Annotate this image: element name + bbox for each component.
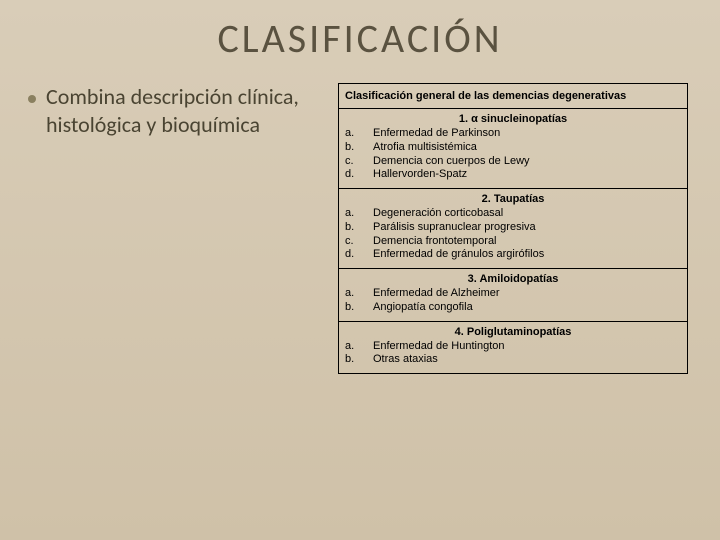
table-row: 2. Taupatías a.Degeneración corticobasal… [339,189,688,269]
list-item: d.Hallervorden-Spatz [345,168,681,182]
list-item: a.Enfermedad de Parkinson [345,127,681,141]
list-item: d.Enfermedad de gránulos argirófilos [345,248,681,262]
table-row: 3. Amiloidopatías a.Enfermedad de Alzhei… [339,269,688,322]
list-item: b.Atrofia multisistémica [345,141,681,155]
body: Combina descripción clínica, histológica… [0,63,720,374]
list-item: c.Demencia con cuerpos de Lewy [345,155,681,169]
classification-table: Clasificación general de las demencias d… [338,83,688,374]
table-cell-section-1: 1. α sinucleinopatías a.Enfermedad de Pa… [339,109,688,189]
list-item: a.Enfermedad de Alzheimer [345,287,681,301]
table-cell-section-4: 4. Poliglutaminopatías a.Enfermedad de H… [339,321,688,374]
section-title: 1. α sinucleinopatías [345,113,681,125]
left-column: Combina descripción clínica, histológica… [28,83,338,374]
table-cell-section-2: 2. Taupatías a.Degeneración corticobasal… [339,189,688,269]
section-list: a.Degeneración corticobasal b.Parálisis … [345,207,681,262]
table-cell-section-3: 3. Amiloidopatías a.Enfermedad de Alzhei… [339,269,688,322]
list-item: b.Parálisis supranuclear progresiva [345,221,681,235]
table-header: Clasificación general de las demencias d… [339,84,688,109]
list-item: b.Otras ataxias [345,353,681,367]
bullet-dot-icon [28,95,36,103]
list-item: a.Enfermedad de Huntington [345,340,681,354]
right-column: Clasificación general de las demencias d… [338,83,688,374]
bullet-text: Combina descripción clínica, histológica… [46,83,328,138]
table-row: 1. α sinucleinopatías a.Enfermedad de Pa… [339,109,688,189]
section-title: 3. Amiloidopatías [345,273,681,285]
section-list: a.Enfermedad de Parkinson b.Atrofia mult… [345,127,681,182]
table-row: Clasificación general de las demencias d… [339,84,688,109]
section-list: a.Enfermedad de Alzheimer b.Angiopatía c… [345,287,681,315]
list-item: c.Demencia frontotemporal [345,235,681,249]
section-title: 2. Taupatías [345,193,681,205]
table-row: 4. Poliglutaminopatías a.Enfermedad de H… [339,321,688,374]
bullet-item: Combina descripción clínica, histológica… [28,83,328,138]
section-title: 4. Poliglutaminopatías [345,326,681,338]
page-title: CLASIFICACIÓN [0,0,720,63]
list-item: a.Degeneración corticobasal [345,207,681,221]
section-list: a.Enfermedad de Huntington b.Otras ataxi… [345,340,681,368]
list-item: b.Angiopatía congofila [345,301,681,315]
slide: CLASIFICACIÓN Combina descripción clínic… [0,0,720,540]
